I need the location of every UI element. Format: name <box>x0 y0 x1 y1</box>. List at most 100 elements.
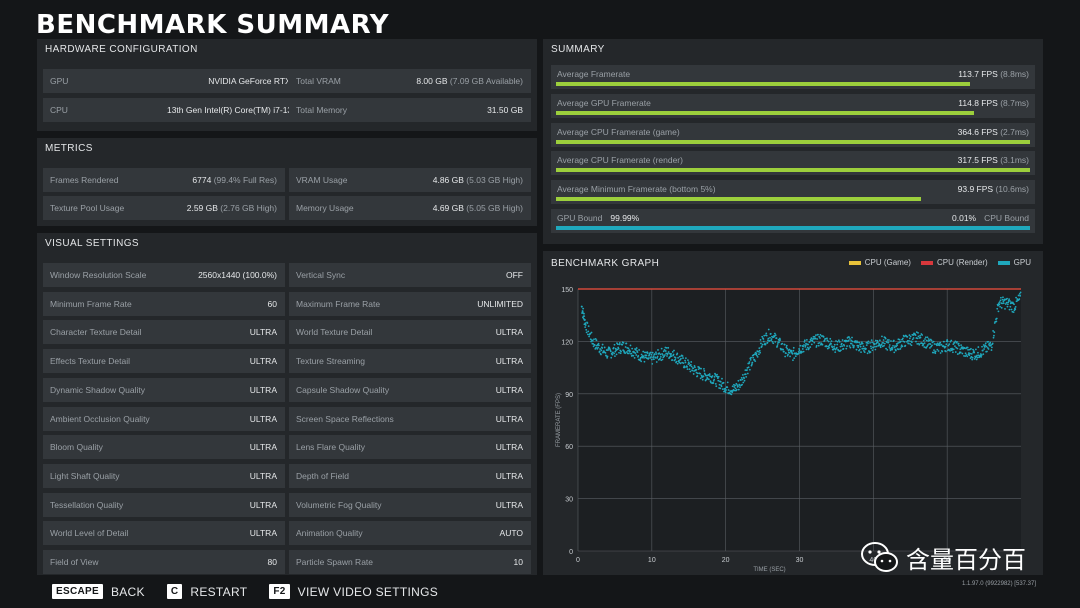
setting-value: ULTRA <box>495 499 523 510</box>
gpu-point <box>915 340 917 343</box>
gpu-point <box>684 359 686 362</box>
gpu-point <box>919 336 922 339</box>
total-vram-value: 8.00 GB (7.09 GB Available) <box>416 76 523 86</box>
gpu-point <box>594 338 597 340</box>
gpu-point <box>882 339 885 341</box>
gpu-point <box>765 332 768 335</box>
gpu-point <box>906 335 909 338</box>
gpu-point <box>856 341 859 344</box>
setting-row-right-2: World Texture Detail ULTRA <box>289 320 531 345</box>
gpu-point <box>995 320 998 323</box>
gpu-point <box>692 367 695 370</box>
gpu-point <box>867 342 869 345</box>
f2-key[interactable]: F2 <box>269 584 290 599</box>
gpu-point <box>612 346 615 349</box>
setting-label: Character Texture Detail <box>50 327 142 338</box>
gpu-point <box>627 352 630 355</box>
gpu-point <box>845 347 848 350</box>
view-video-settings-button[interactable]: VIEW VIDEO SETTINGS <box>297 584 439 599</box>
gpu-point <box>741 374 744 376</box>
gpu-point <box>629 350 631 353</box>
setting-label: Volumetric Fog Quality <box>296 499 382 510</box>
gpu-point <box>872 346 875 349</box>
wechat-icon <box>861 541 898 572</box>
gpu-point <box>595 346 597 349</box>
summary-row-0: Average Framerate 113.7 FPS (8.8ms) <box>551 65 1035 89</box>
gpu-point <box>614 355 616 358</box>
gpu-point <box>987 348 990 350</box>
gpu-point <box>818 335 821 338</box>
summary-row-3: Average CPU Framerate (render) 317.5 FPS … <box>551 151 1035 176</box>
gpu-point <box>760 345 763 348</box>
gpu-point <box>1019 294 1022 297</box>
gpu-point <box>866 352 869 355</box>
gpu-point <box>839 345 842 348</box>
gpu-point <box>883 344 885 347</box>
setting-label: Effects Texture Detail <box>50 356 131 367</box>
vram-usage-row: VRAM Usage 4.86 GB (5.03 GB High) <box>289 168 531 192</box>
cpu-cell: CPU 13th Gen Intel(R) Core(TM) i7-13700K <box>43 98 320 122</box>
setting-label: Depth of Field <box>296 470 349 481</box>
gpu-point <box>724 387 727 390</box>
setting-value: ULTRA <box>495 413 523 424</box>
gpu-point <box>737 385 739 388</box>
watermark-text: 含量百分百 <box>906 546 1026 574</box>
gpu-point <box>657 349 659 351</box>
gpu-point <box>802 350 805 353</box>
y-tick-label: 90 <box>565 392 573 399</box>
y-tick-label: 60 <box>565 444 573 451</box>
gpu-point <box>739 386 741 388</box>
gpu-point <box>680 357 682 360</box>
setting-row-right-10: Particle Spawn Rate 10 <box>289 550 531 574</box>
gpu-point <box>989 341 992 344</box>
gpu-point <box>910 341 913 344</box>
gpu-point <box>805 338 808 341</box>
gpu-point <box>894 349 897 352</box>
gpu-point <box>620 350 622 353</box>
gpu-point <box>748 368 751 371</box>
gpu-point <box>634 348 637 351</box>
gpu-point <box>653 353 656 355</box>
c-key[interactable]: C <box>166 584 183 599</box>
gpu-point <box>624 346 627 348</box>
gpu-point <box>759 339 762 341</box>
gpu-point <box>582 307 585 310</box>
gpu-point <box>984 342 987 345</box>
gpu-point <box>984 346 986 348</box>
gpu-point <box>998 303 1001 306</box>
gpu-point <box>929 347 931 349</box>
gpu-point <box>1001 298 1004 301</box>
gpu-point <box>787 353 789 356</box>
legend-label: CPU (Render) <box>936 258 988 267</box>
x-tick-label: 20 <box>722 557 730 564</box>
gpu-point <box>1014 308 1017 311</box>
gpu-point <box>730 389 733 392</box>
gpu-point <box>765 334 768 337</box>
gpu-point <box>1006 305 1009 308</box>
gpu-point <box>719 387 722 390</box>
setting-label: Maximum Frame Rate <box>296 298 381 309</box>
gpu-point <box>838 340 841 343</box>
gpu-point <box>803 340 806 343</box>
gpu-point <box>918 343 921 346</box>
back-button[interactable]: BACK <box>110 584 145 599</box>
gpu-point <box>737 388 740 391</box>
gpu-point <box>972 348 974 351</box>
escape-key[interactable]: ESCAPE <box>52 584 103 599</box>
setting-value: ULTRA <box>495 327 523 338</box>
setting-row-right-6: Lens Flare Quality ULTRA <box>289 435 531 460</box>
gpu-point <box>779 339 782 341</box>
setting-value: OFF <box>506 270 523 280</box>
gpu-point <box>825 345 828 348</box>
gpu-point <box>688 362 691 365</box>
gpu-point <box>1017 294 1020 297</box>
gpu-point <box>798 349 801 352</box>
gpu-point <box>616 343 619 346</box>
gpu-point <box>764 343 767 346</box>
restart-button[interactable]: RESTART <box>190 584 248 599</box>
memory-usage-row: Memory Usage 4.69 GB (5.05 GB High) <box>289 196 531 220</box>
gpu-point <box>831 346 834 349</box>
gpu-point <box>716 377 719 380</box>
gpu-point <box>686 365 689 368</box>
gpu-point <box>828 346 830 349</box>
